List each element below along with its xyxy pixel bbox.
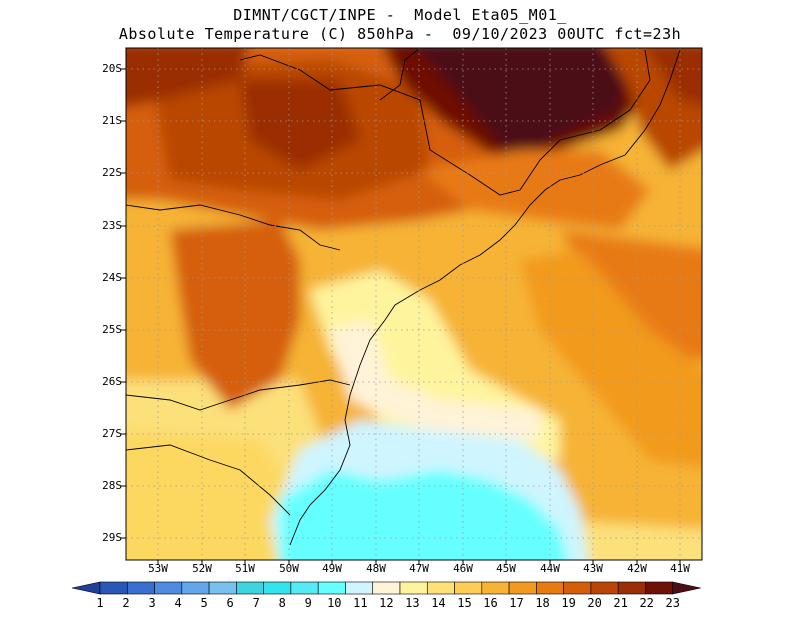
- field-zone-23: [417, 48, 629, 170]
- colorbar-segment: [508, 581, 537, 595]
- field-zone-15a: [126, 431, 300, 560]
- colorbar-segment: [426, 581, 455, 595]
- lat-label: 24S: [102, 271, 122, 284]
- colorbar-label: 23: [665, 596, 680, 610]
- colorbar-segment: [590, 581, 619, 595]
- lon-label: 49W: [322, 562, 342, 575]
- colorbar-segment: [317, 581, 346, 595]
- lon-label: 43W: [583, 562, 603, 575]
- colorbar-label: 2: [122, 596, 130, 610]
- axis-ticks: [121, 68, 681, 565]
- colorbar-segment: [236, 581, 264, 595]
- colorbar-segment: [399, 581, 428, 595]
- colorbar-segment: [99, 581, 128, 595]
- field-zone-18: [420, 150, 650, 230]
- colorbar-segment: [454, 581, 483, 595]
- colorbar-label: 16: [483, 596, 498, 610]
- lat-label: 26S: [102, 375, 122, 388]
- lon-label: 46W: [453, 562, 473, 575]
- colorbar-arrow-high: [672, 581, 701, 595]
- colorbar-segment: [126, 581, 155, 595]
- colorbar-label: 12: [379, 596, 394, 610]
- lat-label: 27S: [102, 427, 122, 440]
- lon-label: 52W: [192, 562, 212, 575]
- lat-label: 20S: [102, 62, 122, 75]
- colorbar-label: 20: [587, 596, 602, 610]
- colorbar-segment: [154, 581, 183, 595]
- lon-label: 51W: [235, 562, 255, 575]
- grid-lines: [126, 48, 702, 560]
- colorbar-label: 17: [509, 596, 524, 610]
- lat-label: 22S: [102, 166, 122, 179]
- field-zone-12: [330, 320, 540, 440]
- title-line-2: Absolute Temperature (C) 850hPa - 09/10/…: [118, 25, 682, 43]
- colorbar-segment: [563, 581, 592, 595]
- colorbar-label: 18: [535, 596, 550, 610]
- colorbar-label: 19: [561, 596, 576, 610]
- colorbar-segment: [536, 581, 564, 595]
- colorbar-arrow-low: [71, 581, 101, 595]
- colorbar-label: 13: [405, 596, 420, 610]
- lon-label: 50W: [279, 562, 299, 575]
- lon-label: 53W: [148, 562, 168, 575]
- lat-label: 28S: [102, 479, 122, 492]
- field-zone-17: [520, 250, 702, 468]
- colorbar-segment: [481, 581, 510, 595]
- field-zone-19b: [170, 220, 300, 410]
- colorbar-label: 9: [304, 596, 312, 610]
- colorbar-label: 5: [200, 596, 208, 610]
- colorbar-label: 10: [327, 596, 342, 610]
- field-zone-21b: [126, 48, 248, 107]
- colorbar-segment: [208, 581, 237, 595]
- colorbar-label: 8: [278, 596, 286, 610]
- colorbar-label: 1: [96, 596, 104, 610]
- colorbar-label: 21: [613, 596, 628, 610]
- colorbar-segment: [645, 581, 674, 595]
- lon-label: 48W: [366, 562, 386, 575]
- lat-label: 23S: [102, 219, 122, 232]
- lat-label: 21S: [102, 114, 122, 127]
- title-line-1: DIMNT/CGCT/INPE - Model Eta05_M01_: [233, 6, 567, 24]
- lon-label: 47W: [409, 562, 429, 575]
- field-zone-10: [280, 470, 568, 560]
- map-frame: [125, 47, 703, 561]
- lon-label: 45W: [496, 562, 516, 575]
- field-zone-21-east: [645, 48, 702, 106]
- colorbar-label: 22: [639, 596, 654, 610]
- colorbar: [71, 581, 701, 595]
- temperature-field: [126, 48, 702, 560]
- colorbar-label: 11: [353, 596, 368, 610]
- lon-label: 42W: [627, 562, 647, 575]
- colorbar-label: 14: [431, 596, 446, 610]
- field-zone-21: [240, 80, 360, 170]
- colorbar-segment: [617, 581, 646, 595]
- lon-label: 44W: [540, 562, 560, 575]
- colorbar-segment: [263, 581, 292, 595]
- colorbar-segment: [290, 581, 319, 595]
- lon-label: 41W: [670, 562, 690, 575]
- colorbar-segment: [372, 581, 401, 595]
- colorbar-label: 3: [148, 596, 156, 610]
- colorbar-label: 7: [252, 596, 260, 610]
- colorbar-label: 15: [457, 596, 472, 610]
- colorbar-segment: [181, 581, 210, 595]
- colorbar-label: 6: [226, 596, 234, 610]
- lat-label: 29S: [102, 531, 122, 544]
- field-zone-18-east: [560, 230, 702, 360]
- lat-label: 25S: [102, 323, 122, 336]
- colorbar-segment: [345, 581, 374, 595]
- colorbar-label: 4: [174, 596, 182, 610]
